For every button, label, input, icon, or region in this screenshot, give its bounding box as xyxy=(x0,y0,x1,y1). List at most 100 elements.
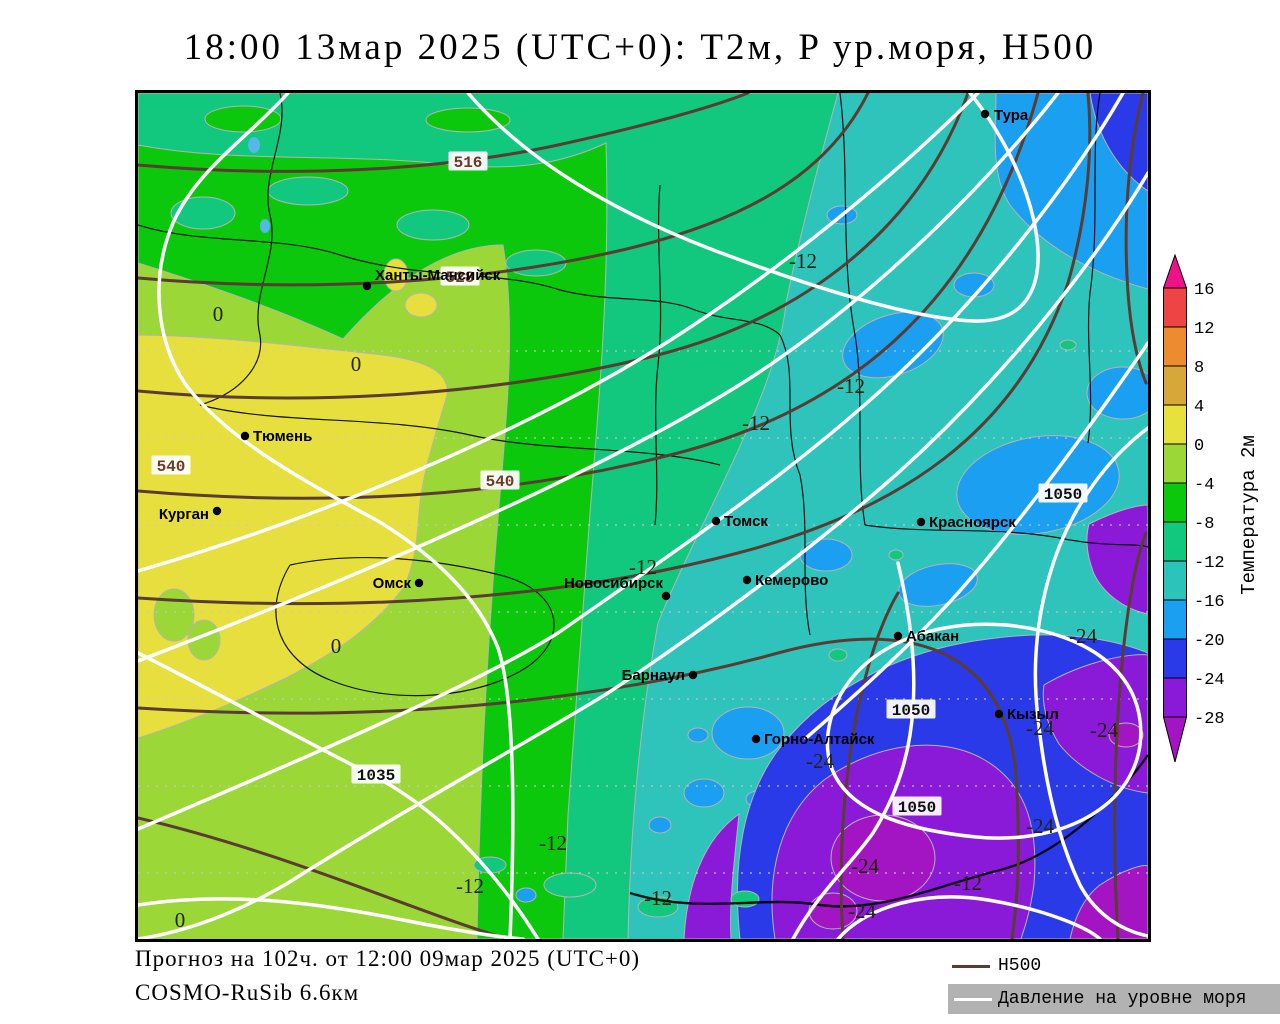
colorbar-tick-label: 12 xyxy=(1194,320,1214,339)
pressure-value-label-box xyxy=(892,796,942,816)
temp-value-label: -24 xyxy=(848,899,876,923)
colorbar-segment xyxy=(1163,677,1187,718)
colorbar-tick-label: -4 xyxy=(1194,476,1214,495)
temp-value-label: -12 xyxy=(539,831,567,855)
city-label: Курган xyxy=(159,506,209,523)
pressure-value-label: 1035 xyxy=(357,767,395,785)
temp-value-label: 0 xyxy=(175,908,186,932)
map-canvas: 0 0 0 0 -12 -12 -12 -12 -12 -12 -12 -12 -24 -24 -24 -24… xyxy=(138,93,1148,939)
pressure-value-label: 1050 xyxy=(898,799,936,817)
region-blue-ne-corner xyxy=(1089,93,1148,192)
temp-value-label: -12 xyxy=(456,874,484,898)
colorbar-tick-label: -20 xyxy=(1194,632,1225,651)
colorbar-segments xyxy=(1163,287,1187,718)
colorbar-tick-label: -28 xyxy=(1194,710,1225,729)
lake-patch xyxy=(248,137,260,153)
city-dot xyxy=(688,670,698,680)
temp-value-label: -24 xyxy=(1026,814,1054,838)
city-dot xyxy=(751,734,761,744)
h500-contour-labels: 516 528 540 540 xyxy=(151,151,520,491)
colorbar-tick-label: -24 xyxy=(1194,671,1225,690)
model-info: COSMO-RuSib 6.6км xyxy=(135,980,360,1005)
city-dot xyxy=(711,516,721,526)
admin-borders xyxy=(138,93,1148,908)
h500-value-label-box xyxy=(480,470,520,490)
pressure-contours xyxy=(138,93,1148,939)
colorbar-tick-label: -8 xyxy=(1194,515,1214,534)
colorbar-segment xyxy=(1163,287,1187,328)
pressure-value-label: 1050 xyxy=(1044,486,1082,504)
city-label: Омск xyxy=(373,575,412,592)
colorbar-tick-label: 16 xyxy=(1194,281,1214,300)
colorbar-segment xyxy=(1163,482,1187,523)
temp-value-label: -24 xyxy=(1026,716,1054,740)
temp-value-label: 0 xyxy=(351,352,362,376)
pressure-value-label-box xyxy=(1038,483,1088,503)
pressure-legend-label: Давление на уровне моря xyxy=(998,989,1247,1009)
city-label: Барнаул xyxy=(622,667,685,684)
pressure-line-sample xyxy=(954,997,992,1001)
temp-value-label: -12 xyxy=(644,886,672,910)
legend-h500-row: H500 xyxy=(952,953,1041,979)
city-dot xyxy=(742,575,752,585)
yellow-patch-khanty2 xyxy=(404,292,438,318)
h500-line-sample xyxy=(952,964,990,968)
city-label: Томск xyxy=(724,513,768,530)
temperature-colorbar: 16 12 8 4 0 -4 -8 -12 -16 -20 -24 -28 xyxy=(1163,254,1225,763)
city-label: Новосибирск xyxy=(564,575,664,592)
h500-legend-label: H500 xyxy=(998,956,1042,976)
temp-value-label: -12 xyxy=(837,374,865,398)
temp-value-label: -12 xyxy=(629,555,657,579)
forecast-info: Прогноз на 102ч. от 12:00 09мар 2025 (UT… xyxy=(135,946,641,971)
colorbar-arrow-bottom xyxy=(1163,716,1188,763)
city-dot xyxy=(240,431,250,441)
forecast-map: 0 0 0 0 -12 -12 -12 -12 -12 -12 -12 -12 -24 -24 -24 -24… xyxy=(135,90,1151,942)
temp-value-label: 0 xyxy=(213,302,224,326)
city-dot xyxy=(661,591,671,601)
h500-value-label: 540 xyxy=(157,458,186,476)
temp-value-label: -24 xyxy=(806,749,834,773)
colorbar-segment xyxy=(1163,404,1187,445)
temp-value-label: -12 xyxy=(742,411,770,435)
city-dot xyxy=(893,631,903,641)
city-dot xyxy=(362,281,372,291)
city-label: Тура xyxy=(994,107,1029,124)
colorbar-segment xyxy=(1163,365,1187,406)
colorbar-tick-label: 0 xyxy=(1194,437,1204,456)
temp-value-label: -24 xyxy=(1069,624,1097,648)
city-label: Красноярск xyxy=(929,514,1016,531)
city-label: Абакан xyxy=(906,628,959,645)
h500-value-label-box xyxy=(440,266,480,286)
city-label: Ханты-Мансийск xyxy=(375,267,501,284)
pressure-value-label-box xyxy=(351,764,401,784)
colorbar-arrow-top xyxy=(1163,254,1188,289)
colorbar-segment xyxy=(1163,521,1187,562)
legend-pressure-row: Давление на уровне моря xyxy=(948,984,1280,1014)
h500-value-label: 540 xyxy=(486,473,515,491)
h500-value-label-box xyxy=(151,455,191,475)
pressure-value-label: 1050 xyxy=(892,702,930,720)
green-patch-top xyxy=(204,105,282,133)
city-dot xyxy=(414,578,424,588)
h500-contours xyxy=(138,93,1148,939)
city-label: Тюмень xyxy=(253,428,312,445)
magenta-cores-southeast xyxy=(808,722,1148,939)
h500-value-label: 528 xyxy=(446,269,475,287)
temp-value-label: 0 xyxy=(331,634,342,658)
city-label: Горно-Алтайск xyxy=(764,731,875,748)
temp-value-label: -24 xyxy=(1090,718,1118,742)
city-label: Кызыл xyxy=(1007,706,1059,723)
city-label: Кемерово xyxy=(755,572,828,589)
colorbar-segment xyxy=(1163,560,1187,601)
colorbar-segment xyxy=(1163,599,1187,640)
colorbar-segment xyxy=(1163,443,1187,484)
city-markers: Тура Ханты-Мансийск Тюмень Курган Омск Томск Н… xyxy=(159,107,1059,748)
city-dot xyxy=(994,709,1004,719)
h500-value-label-box xyxy=(448,151,488,171)
temp-value-label: -12 xyxy=(954,871,982,895)
colorbar-ticks: 16 12 8 4 0 -4 -8 -12 -16 -20 -24 -28 xyxy=(1194,281,1225,729)
colorbar-tick-label: -16 xyxy=(1194,593,1225,612)
lake-patch2 xyxy=(260,219,270,233)
temp-value-label: -24 xyxy=(851,854,879,878)
h500-value-label: 516 xyxy=(454,154,483,172)
